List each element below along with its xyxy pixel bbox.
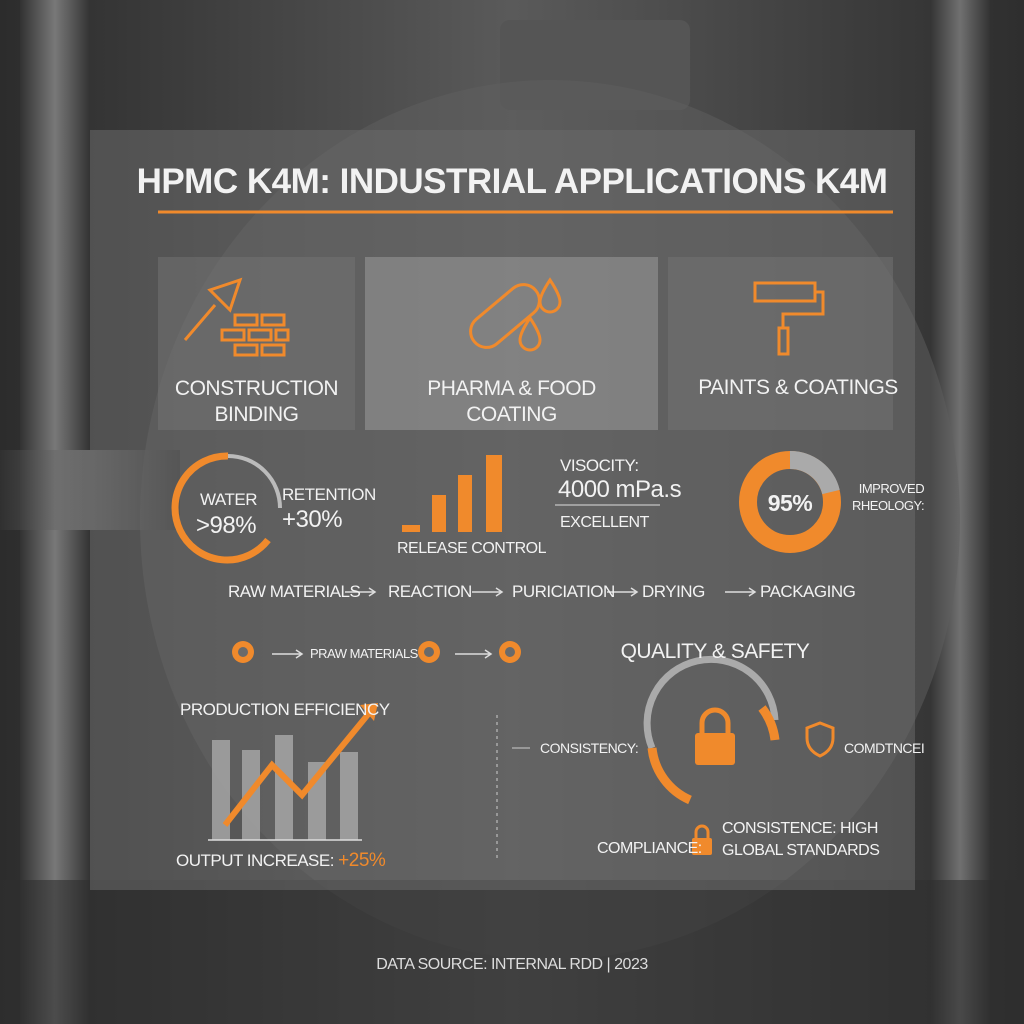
- line: BINDING: [214, 403, 299, 426]
- release-bars: [402, 455, 502, 532]
- section-title: PRODUCTION EFFICIENCY: [180, 700, 390, 719]
- quality-label: CONSISTENCE: HIGH GLOBAL STANDARDS: [722, 818, 880, 862]
- line: GLOBAL STANDARDS: [722, 842, 880, 859]
- quality-label: COMDTNCEI: [844, 740, 925, 756]
- metric-label: WATER: [200, 490, 258, 509]
- line: IMPROVED: [858, 481, 925, 496]
- process-step: REACTION: [388, 582, 472, 601]
- line: CONSISTENCE: HIGH: [722, 820, 878, 837]
- card: [365, 257, 658, 430]
- process-step: PACKAGING: [760, 582, 856, 601]
- quality-label: CONSISTENCY:: [540, 740, 639, 756]
- app-label: PHARMA & FOOD COATING: [365, 376, 658, 428]
- metric-value: 95%: [767, 490, 813, 516]
- process-step: DRYING: [642, 582, 705, 601]
- capsule-icon: [469, 277, 562, 352]
- metric-value: 4000 mPa.s: [558, 476, 682, 503]
- metric-label: VISOCITY:: [560, 456, 639, 475]
- quality-label: COMPLIANCE:: [597, 840, 702, 857]
- metric-label: OUTPUT INCREASE: +25%: [176, 850, 386, 872]
- metric-label: EXCELLENT: [560, 514, 649, 531]
- shield-icon: [805, 721, 835, 758]
- title: HPMC K4M: INDUSTRIAL APPLICATIONS K4M: [136, 162, 888, 201]
- metric-label: RELEASE CONTROL: [397, 540, 546, 557]
- footer: DATA SOURCE: INTERNAL RDD | 2023: [376, 956, 648, 973]
- process-step: RAW MATERIALS: [228, 582, 361, 601]
- line: PHARMA & FOOD: [427, 377, 596, 400]
- metric-value: >98%: [196, 512, 257, 539]
- line: COATING: [466, 403, 557, 426]
- lock-icon: [695, 733, 735, 765]
- donut: [789, 450, 840, 495]
- ring: [647, 747, 692, 805]
- app-label: CONSTRUCTION BINDING: [158, 376, 355, 428]
- trowel-icon: [183, 277, 290, 357]
- ring: [171, 452, 271, 564]
- trend-arrow: [222, 710, 373, 827]
- value: +25%: [338, 850, 386, 871]
- ring: [643, 655, 779, 750]
- process-step: PURICIATION: [512, 582, 615, 601]
- line: RHEOLOGY:: [852, 498, 925, 513]
- arrows: [272, 587, 757, 659]
- app-label: PAINTS & COATINGS: [698, 376, 898, 399]
- process-step: PRAW MATERIALS: [310, 646, 418, 661]
- ring: [227, 454, 282, 509]
- section-title: QUALITY & SAFETY: [620, 640, 810, 663]
- metric-label: IMPROVED RHEOLOGY:: [852, 480, 925, 514]
- roller-icon: [753, 281, 825, 356]
- metric-label: RETENTION: [282, 485, 376, 504]
- line: CONSTRUCTION: [174, 377, 339, 400]
- metric-value: +30%: [282, 506, 343, 533]
- label: OUTPUT INCREASE:: [176, 851, 334, 870]
